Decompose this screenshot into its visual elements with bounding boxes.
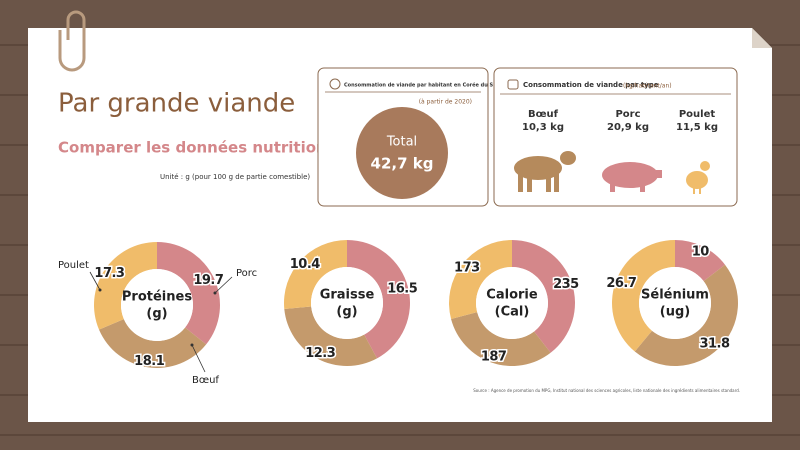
callout-dot <box>213 291 217 295</box>
center-unit: (g) <box>336 305 357 320</box>
category-label: Poulet <box>58 260 89 271</box>
donut-segment <box>284 240 347 310</box>
value-label: 10.4 <box>290 257 321 272</box>
meat-name: Poulet <box>679 109 716 120</box>
value-label: 19.7 <box>193 273 224 288</box>
total-circle <box>356 107 448 199</box>
type-box-title: Consommation de viande par type <box>523 81 659 89</box>
value-label: 31.8 <box>699 337 730 352</box>
donut-segment <box>157 242 220 345</box>
type-box-unit: (kg/habitant/an) <box>623 83 672 90</box>
value-label: 16.5 <box>387 281 418 296</box>
donut-hole <box>121 269 193 341</box>
value-label: 10 <box>692 244 710 259</box>
center-title: Protéines <box>122 290 192 305</box>
donut-segment <box>284 306 378 367</box>
callout-dot <box>190 343 194 347</box>
chicken-icon <box>686 161 710 194</box>
value-label: 12.3 <box>305 346 336 361</box>
donut-segment <box>99 319 207 368</box>
callout-line <box>191 344 206 373</box>
value-label: 18.1 <box>134 354 165 369</box>
value-label: 17.3 <box>94 266 125 281</box>
meat-name: Bœuf <box>528 109 559 120</box>
title: Par grande viande <box>58 89 295 119</box>
center-unit: (g) <box>146 307 167 322</box>
total-value: 42,7 kg <box>371 155 434 173</box>
value-label: 187 <box>481 349 507 364</box>
meat-value: 20,9 kg <box>607 122 649 133</box>
donut-segment <box>612 240 675 352</box>
callout-dot <box>98 288 102 292</box>
scale-icon <box>507 79 519 90</box>
value-label: 173 <box>454 261 480 276</box>
center-title: Graisse <box>320 288 375 303</box>
source: Source : Agence de promotion du MPG, Ins… <box>473 388 740 393</box>
unit-note: Unité : g (pour 100 g de partie comestib… <box>160 173 310 181</box>
donut-segment <box>634 264 738 366</box>
callout-line <box>89 271 101 291</box>
center-title: Calorie <box>486 288 538 303</box>
donut-segment <box>451 312 551 366</box>
value-label: 26.7 <box>606 276 637 291</box>
total-box-title: Consommation de viande par habitant en C… <box>344 82 501 89</box>
meat-name: Porc <box>615 109 640 120</box>
category-label: Porc <box>236 268 257 279</box>
value-label: 235 <box>553 277 579 292</box>
donut-segment <box>347 240 411 359</box>
donut-hole <box>311 267 383 339</box>
donut-segment <box>512 240 576 353</box>
callout-line <box>214 276 233 294</box>
donut-hole <box>639 267 711 339</box>
cow-icon <box>514 151 576 192</box>
donut-segment <box>449 239 512 319</box>
total-label: Total <box>386 135 417 150</box>
center-unit: (Cal) <box>495 305 530 320</box>
meat-value: 10,3 kg <box>522 122 564 133</box>
paperclip <box>58 10 86 72</box>
donut-segment <box>94 242 157 330</box>
paper-fold <box>752 28 772 48</box>
period: (à partir de 2020) <box>419 99 472 106</box>
donut-hole <box>476 267 548 339</box>
donut-segment <box>675 240 726 282</box>
subtitle: Comparer les données nutritionnelles <box>58 139 377 157</box>
center-title: Sélénium <box>641 288 709 303</box>
person-icon <box>329 78 341 90</box>
category-label: Bœuf <box>192 375 219 386</box>
center-unit: (ug) <box>660 305 690 320</box>
pig-icon <box>602 162 662 192</box>
meat-value: 11,5 kg <box>676 122 718 133</box>
